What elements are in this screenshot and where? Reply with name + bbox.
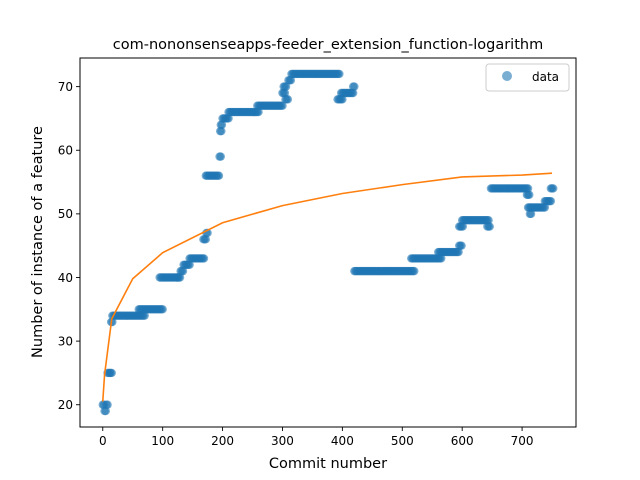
y-axis: 20 30 40 50 60 70 xyxy=(58,80,80,412)
data-point xyxy=(224,114,233,123)
x-tick-label: 700 xyxy=(511,434,534,448)
data-point xyxy=(335,69,344,79)
data-point xyxy=(523,184,533,193)
y-tick-label: 40 xyxy=(58,271,73,285)
data-point xyxy=(199,254,209,263)
data-point xyxy=(158,305,167,314)
x-tick-label: 500 xyxy=(391,434,414,448)
chart-title: com-nononsenseapps-feeder_extension_func… xyxy=(113,37,543,53)
data-point xyxy=(348,88,358,98)
data-point xyxy=(410,266,419,276)
data-point xyxy=(178,266,188,276)
data-point xyxy=(140,311,149,320)
data-point xyxy=(214,171,224,180)
data-point xyxy=(286,76,296,85)
data-point xyxy=(103,400,112,409)
y-tick-label: 70 xyxy=(58,80,73,94)
data-point xyxy=(549,184,558,193)
data-point xyxy=(546,196,556,206)
data-point xyxy=(185,260,194,269)
data-point xyxy=(217,126,226,136)
data-point xyxy=(437,254,446,263)
legend-marker-data xyxy=(502,71,512,81)
x-tick-label: 100 xyxy=(151,434,174,448)
data-point xyxy=(485,222,494,231)
data-point xyxy=(201,235,210,244)
data-point xyxy=(283,95,293,104)
data-point xyxy=(278,101,287,110)
data-point xyxy=(108,317,117,327)
data-point xyxy=(338,95,347,104)
y-tick-label: 50 xyxy=(58,207,73,221)
data-point xyxy=(457,241,466,250)
data-point xyxy=(540,203,550,212)
x-axis-label: Commit number xyxy=(269,456,387,472)
data-point xyxy=(175,273,185,282)
data-point xyxy=(217,120,227,129)
x-tick-label: 300 xyxy=(271,434,294,448)
fit-curve xyxy=(101,172,553,402)
data-point xyxy=(280,88,290,98)
y-tick-label: 30 xyxy=(58,334,73,348)
plot-frame xyxy=(79,57,577,428)
x-axis: 0 100 200 300 400 500 600 700 xyxy=(99,427,534,448)
data-point xyxy=(107,368,116,378)
legend: data xyxy=(485,63,570,92)
data-point xyxy=(458,222,467,231)
data-point xyxy=(281,82,291,91)
y-axis-label: Number of instance of a feature xyxy=(30,126,46,358)
data-point xyxy=(484,216,493,225)
x-tick-label: 0 xyxy=(99,434,107,448)
data-point xyxy=(350,82,359,91)
legend-box xyxy=(485,63,570,92)
data-point xyxy=(526,209,536,219)
data-point xyxy=(525,190,534,199)
x-tick-label: 400 xyxy=(331,434,354,448)
y-tick-label: 60 xyxy=(58,144,73,158)
plot-marks xyxy=(98,69,558,416)
y-tick-label: 20 xyxy=(58,398,73,412)
x-tick-label: 600 xyxy=(451,434,474,448)
data-point xyxy=(101,406,110,416)
legend-label-data: data xyxy=(532,70,559,84)
x-tick-label: 200 xyxy=(211,434,234,448)
data-point xyxy=(216,152,225,161)
data-point xyxy=(254,107,263,117)
data-point xyxy=(454,247,463,257)
